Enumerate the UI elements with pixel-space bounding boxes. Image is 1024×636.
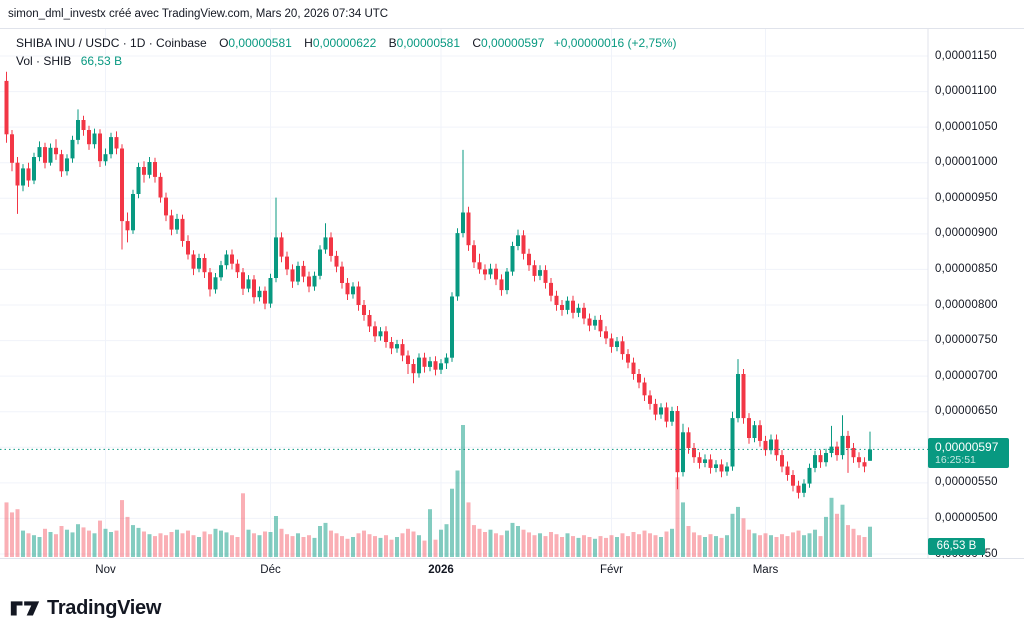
tradingview-logo[interactable]: TradingView (10, 596, 161, 620)
volume-series (4, 425, 872, 557)
price-axis-label: 0,00000650 (935, 405, 998, 418)
time-axis-label: Févr (600, 564, 623, 576)
chart-area: SHIBA INU / USDC · 1D · Coinbase O0,0000… (0, 28, 1024, 560)
tradingview-logo-icon (10, 601, 40, 616)
time-axis[interactable]: Nov Déc 2026 Févr Mars (0, 558, 1024, 584)
ohlc-low: B0,00000581 (388, 36, 461, 50)
legend-line-1: SHIBA INU / USDC · 1D · Coinbase O0,0000… (16, 34, 677, 52)
footer-bar: TradingView (0, 584, 1024, 636)
current-price-label: 0,00000597 16:25:51 (928, 438, 1009, 469)
ohlc-high: H0,00000622 (304, 36, 377, 50)
price-axis-label: 0,00001150 (935, 49, 997, 62)
attribution-text: simon_dml_investx créé avec TradingView.… (8, 8, 389, 20)
price-axis-label: 0,00000900 (935, 227, 998, 240)
price-axis-label: 0,00000700 (935, 369, 998, 382)
change-value: +0,00000016 (+2,75%) (553, 36, 677, 50)
time-axis-label: Déc (260, 564, 281, 576)
price-axis-label: 0,00001050 (935, 120, 998, 133)
legend-line-2: Vol · SHIB 66,53 B (16, 52, 677, 70)
time-axis-label: 2026 (428, 564, 454, 576)
ohlc-open: O0,00000581 (219, 36, 292, 50)
volume-axis-label: 66,53 B (928, 538, 985, 555)
volume-indicator-label[interactable]: Vol · SHIB (16, 54, 72, 68)
price-axis-label: 0,00001000 (935, 156, 998, 169)
current-price-value: 0,00000597 (935, 440, 999, 455)
time-axis-label: Nov (95, 564, 116, 576)
chart-legend: SHIBA INU / USDC · 1D · Coinbase O0,0000… (16, 34, 677, 70)
price-axis-label: 0,00000550 (935, 476, 998, 489)
time-axis-label: Mars (752, 564, 779, 576)
price-axis-label: 0,00000500 (935, 511, 998, 524)
candles-series (4, 71, 872, 499)
price-axis-label: 0,00000800 (935, 298, 998, 311)
price-axis-label: 0,00000850 (935, 262, 998, 275)
volume-indicator-value: 66,53 B (80, 54, 123, 68)
price-axis-label: 0,00000750 (935, 334, 998, 347)
price-axis-label: 0,00000950 (935, 191, 998, 204)
price-axis-label: 0,00001100 (935, 85, 997, 98)
attribution-bar: simon_dml_investx créé avec TradingView.… (0, 0, 1024, 28)
candlestick-chart[interactable] (0, 29, 1024, 559)
symbol-description[interactable]: SHIBA INU / USDC · 1D · Coinbase (16, 36, 207, 50)
tradingview-logo-text: TradingView (47, 596, 162, 619)
ohlc-close: C0,00000597 (472, 36, 545, 50)
bar-countdown: 16:25:51 (935, 454, 976, 467)
